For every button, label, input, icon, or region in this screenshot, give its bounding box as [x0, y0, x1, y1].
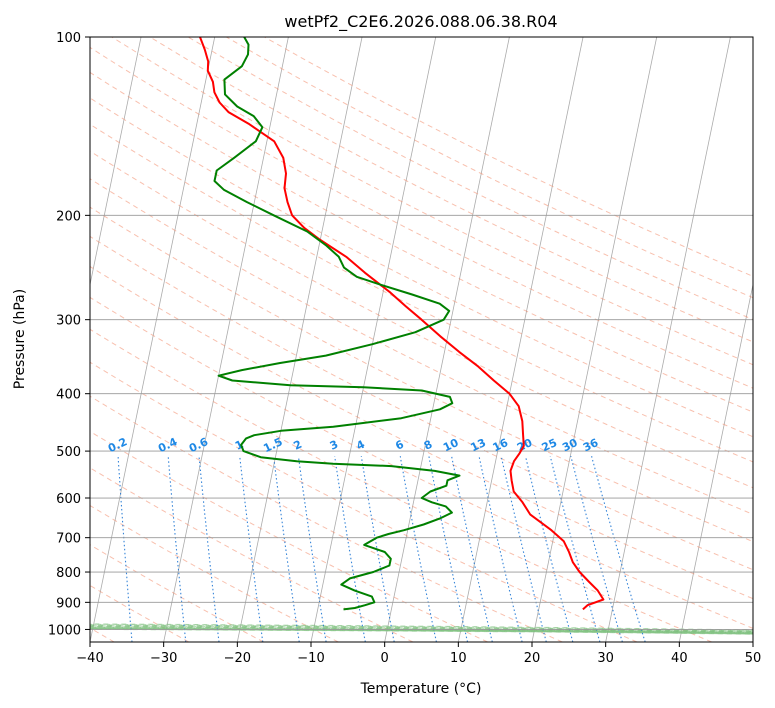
y-axis-label: Pressure (hPa)	[12, 289, 28, 389]
x-axis-label: Temperature (°C)	[360, 681, 482, 697]
x-tick-label: 40	[671, 651, 688, 666]
y-tick-label: 900	[56, 596, 81, 611]
dry-adiabat-line	[90, 265, 753, 600]
isotherm-line	[457, 37, 584, 642]
isotherm-line	[678, 282, 753, 642]
dry-adiabat-line	[90, 97, 753, 438]
dry-adiabat-line	[90, 296, 753, 629]
y-tick-label: 200	[56, 209, 81, 224]
mixing-ratio-line	[570, 456, 623, 642]
mixing-ratio-line	[591, 456, 646, 642]
x-tick-label: 20	[524, 651, 541, 666]
pressure-gridlines	[90, 37, 753, 630]
moist-adiabat-line	[90, 623, 753, 631]
mixing-ratio-label: 10	[441, 436, 461, 454]
chart-title: wetPf2_C2E6.2026.088.06.38.R04	[284, 12, 557, 32]
x-tick-label: 0	[381, 651, 389, 666]
x-tick-label: 10	[450, 651, 467, 666]
dry-adiabat-line	[90, 395, 563, 642]
y-tick-label: 300	[56, 314, 81, 329]
isotherm-line	[605, 37, 731, 642]
dry-adiabat-line	[90, 467, 414, 642]
x-tick-label: 50	[745, 651, 762, 666]
mixing-ratio-label: 20	[515, 436, 535, 454]
y-tick-label: 700	[56, 532, 81, 547]
dry-adiabat-line	[187, 37, 753, 321]
dry-adiabat-line	[90, 504, 339, 642]
y-tick-label: 800	[56, 566, 81, 581]
y-tick-label: 400	[56, 388, 81, 403]
isotherm-line	[236, 37, 363, 642]
y-tick-label: 1000	[48, 623, 81, 638]
dry-adiabat-line	[90, 328, 712, 642]
x-tick-label: −10	[297, 651, 324, 666]
x-tick-label: −20	[224, 651, 251, 666]
profile-lines	[199, 37, 605, 611]
dewpoint-profile	[213, 37, 461, 611]
dry-adiabat-line	[90, 584, 190, 642]
x-tick-label: −40	[76, 651, 103, 666]
dry-adiabat-line	[90, 46, 753, 389]
x-axis: −40 −30 −20 −10 0 10 20 30 40 50	[76, 642, 761, 666]
moist-adiabat-line	[90, 624, 753, 632]
mixing-ratio-label: 30	[560, 436, 580, 454]
y-tick-label: 100	[56, 31, 81, 46]
mixing-ratio-label: 13	[469, 436, 488, 454]
mixing-ratio-line	[297, 456, 327, 642]
isotherm-line	[90, 37, 142, 287]
dry-adiabat-line	[90, 361, 638, 642]
mixing-ratio-label: 25	[540, 436, 559, 454]
mixing-ratio-label: 16	[491, 436, 511, 454]
background-lines	[90, 37, 753, 642]
isotherm-line	[90, 37, 216, 642]
y-tick-label: 600	[56, 492, 81, 507]
dry-adiabat-line	[90, 150, 753, 489]
y-tick-label: 500	[56, 445, 81, 460]
isotherm-line	[384, 37, 510, 642]
dry-adiabat-line	[90, 206, 753, 543]
mixing-ratio-label: 36	[581, 436, 601, 454]
temperature-profile	[199, 37, 605, 611]
plot-frame	[89, 36, 754, 643]
y-axis: 100 200 300 400 500 600 700 800 900 1000	[48, 31, 90, 638]
x-tick-label: 30	[597, 651, 614, 666]
x-tick-label: −30	[150, 651, 177, 666]
dry-adiabat-line	[90, 178, 753, 515]
